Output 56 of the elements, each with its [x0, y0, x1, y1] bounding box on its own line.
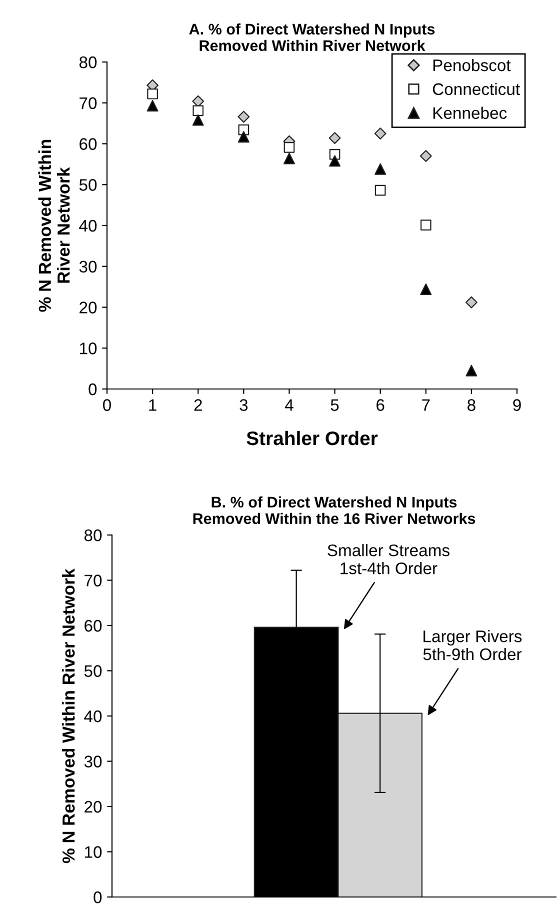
legend-label: Kennebec	[433, 106, 507, 119]
y-tick-label: 80	[79, 56, 97, 68]
point	[238, 110, 250, 123]
x-tick-label: 1	[149, 399, 156, 411]
point	[420, 220, 432, 231]
point	[328, 132, 341, 144]
x-tick-label: 8	[468, 399, 476, 411]
y-tick-label: 50	[79, 179, 97, 191]
x-tick-label: 2	[194, 399, 202, 411]
y-tick-label: 20	[84, 800, 102, 813]
x-tick-label: 0	[103, 399, 111, 411]
y-tick-label: 10	[85, 846, 102, 858]
y-tick-label: 40	[79, 220, 97, 232]
legend-label: Penobscot	[433, 58, 511, 72]
point	[374, 163, 386, 175]
point	[146, 100, 158, 112]
y-tick-label: 0	[88, 383, 97, 396]
y-axis-title: % N Removed Within River Network	[62, 568, 75, 864]
point	[466, 364, 478, 376]
y-tick-label: 10	[80, 342, 97, 354]
point	[192, 105, 204, 116]
chart-title: A. % of Direct Watershed N Inputs Removed Within River Network	[189, 23, 435, 52]
point	[284, 142, 295, 153]
y-tick-label: 80	[84, 529, 102, 542]
point	[420, 284, 432, 296]
point	[147, 88, 158, 100]
point	[374, 128, 386, 140]
y-tick-label: 60	[80, 138, 97, 150]
point	[238, 131, 250, 143]
y-tick-label: 50	[84, 665, 102, 677]
point	[329, 155, 341, 167]
annotation: Smaller Streams 1st-4th Order	[328, 544, 450, 574]
x-tick-label: 6	[376, 399, 384, 411]
y-axis-title: % N Removed Within River Network	[38, 140, 70, 312]
point	[283, 152, 295, 164]
point	[420, 150, 432, 162]
y-tick-label: 30	[84, 756, 102, 768]
point	[192, 114, 204, 126]
x-tick-label: 7	[422, 399, 430, 411]
chart-title: B. % of Direct Watershed N Inputs Removed Within the 16 River Networks	[193, 496, 476, 524]
x-tick-label: 4	[284, 399, 294, 411]
annotation: Larger Rivers 5th-9th Order	[423, 630, 522, 660]
x-axis-title: Strahler Order	[246, 430, 378, 446]
y-tick-label: 30	[79, 260, 97, 273]
x-tick-label: 5	[330, 399, 339, 411]
y-tick-label: 40	[84, 710, 102, 722]
y-tick-label: 0	[94, 891, 102, 904]
y-tick-label: 20	[80, 302, 97, 314]
point	[374, 184, 386, 196]
y-tick-label: 60	[84, 620, 102, 632]
x-tick-label: 3	[240, 399, 248, 411]
point	[465, 296, 478, 308]
y-tick-label: 70	[80, 97, 97, 110]
legend-label: Connecticut	[432, 82, 520, 96]
x-tick-label: 9	[513, 399, 521, 411]
y-tick-label: 70	[84, 574, 102, 586]
